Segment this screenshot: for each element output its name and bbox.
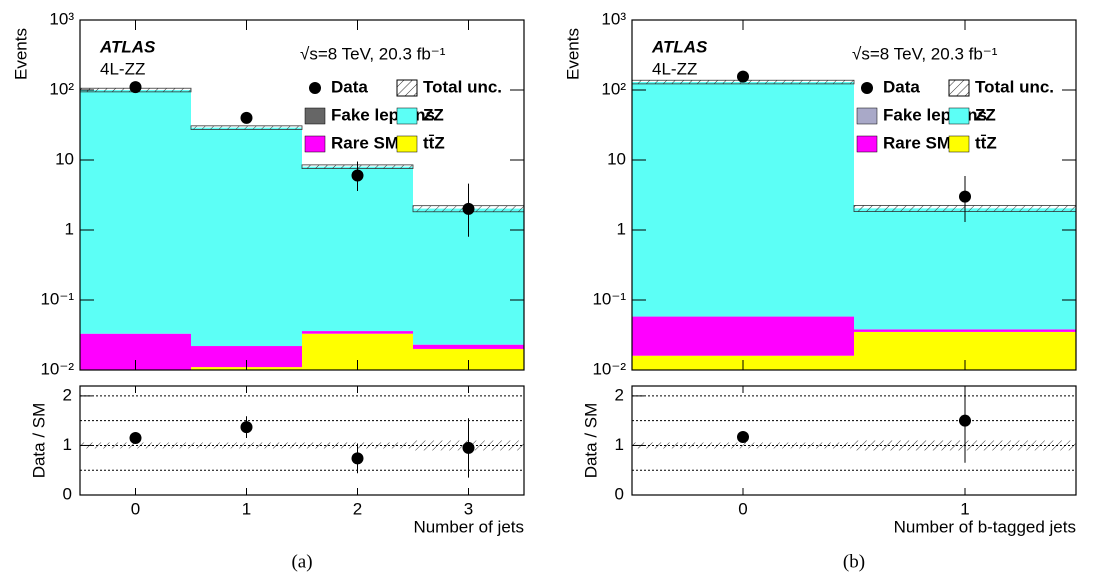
ratio-point xyxy=(129,432,142,445)
x-tick-label: 0 xyxy=(738,499,747,518)
legend-swatch xyxy=(856,107,878,125)
energy-label: √s=8 TeV, 20.3 fb⁻¹ xyxy=(300,44,446,63)
legend-swatch xyxy=(396,79,418,97)
ratio-point xyxy=(240,421,253,434)
ratio-uncertainty-band xyxy=(191,442,302,449)
y-tick-label: 10 xyxy=(607,149,626,168)
x-tick-label: 1 xyxy=(960,499,969,518)
stack-bar xyxy=(632,316,854,356)
experiment-label: ATLAS xyxy=(651,37,708,56)
data-point xyxy=(737,70,749,83)
legend-marker xyxy=(309,82,321,94)
stack-bar xyxy=(191,127,302,347)
ratio-y-tick-label: 2 xyxy=(615,385,624,404)
legend-swatch xyxy=(948,79,970,97)
y-axis-label: Events xyxy=(563,28,582,80)
stack-bar xyxy=(413,344,524,349)
legend-label: tt̄Z xyxy=(975,133,997,152)
caption: (b) xyxy=(843,551,865,572)
x-tick-label: 3 xyxy=(464,499,473,518)
legend-swatch xyxy=(856,135,878,153)
data-point xyxy=(351,169,364,182)
legend-label: Data xyxy=(883,77,920,96)
y-tick-label: 10² xyxy=(49,79,74,98)
legend-swatch xyxy=(396,107,418,125)
data-point xyxy=(462,202,475,215)
ratio-y-axis-label: Data / SM xyxy=(29,403,48,479)
y-axis-label: Events xyxy=(11,28,30,80)
ratio-y-tick-label: 1 xyxy=(63,435,72,454)
ratio-uncertainty-band xyxy=(80,442,191,449)
legend-label: ZZ xyxy=(975,105,996,124)
ratio-uncertainty-band xyxy=(632,442,854,449)
y-tick-label: 1 xyxy=(617,219,626,238)
stack-bar xyxy=(413,348,524,370)
y-tick-label: 10² xyxy=(601,79,626,98)
y-tick-label: 10³ xyxy=(601,9,626,28)
stack-bar xyxy=(80,89,191,334)
ratio-point xyxy=(959,414,971,427)
energy-label: √s=8 TeV, 20.3 fb⁻¹ xyxy=(852,44,998,63)
legend-label: Total unc. xyxy=(975,77,1054,96)
legend-label: Rare SM xyxy=(331,133,399,152)
ratio-y-tick-label: 0 xyxy=(615,484,624,503)
y-tick-label: 10⁻² xyxy=(592,359,626,378)
stack-bar xyxy=(302,166,413,332)
x-tick-label: 1 xyxy=(242,499,251,518)
legend-label: Fake leptons xyxy=(883,105,987,124)
ratio-y-axis-label: Data / SM xyxy=(581,403,600,479)
y-tick-label: 10⁻¹ xyxy=(40,289,74,308)
ratio-point xyxy=(737,431,749,444)
channel-label: 4L-ZZ xyxy=(652,59,697,78)
ratio-y-tick-label: 2 xyxy=(63,385,72,404)
plot-frame xyxy=(631,19,1077,371)
legend-label: Data xyxy=(331,77,368,96)
ratio-frame xyxy=(79,385,525,496)
legend-label: Rare SM xyxy=(883,133,951,152)
legend-swatch xyxy=(396,135,418,153)
stack-bar xyxy=(632,82,854,317)
x-tick-label: 2 xyxy=(353,499,362,518)
caption: (a) xyxy=(291,551,312,572)
legend-marker xyxy=(861,82,873,94)
channel-label: 4L-ZZ xyxy=(100,59,145,78)
legend-label: ZZ xyxy=(423,105,444,124)
legend-swatch xyxy=(948,107,970,125)
legend-label: Total unc. xyxy=(423,77,502,96)
legend-label: tt̄Z xyxy=(423,133,445,152)
stack-bar xyxy=(854,208,1076,330)
uncertainty-band xyxy=(190,125,303,130)
x-tick-label: 0 xyxy=(131,499,140,518)
ratio-point xyxy=(462,441,475,454)
legend-label: Fake leptons xyxy=(331,105,435,124)
data-point xyxy=(959,190,971,203)
stack-bar xyxy=(191,346,302,368)
y-tick-label: 10³ xyxy=(49,9,74,28)
y-tick-label: 1 xyxy=(65,219,74,238)
plot-frame xyxy=(79,19,525,371)
experiment-label: ATLAS xyxy=(99,37,156,56)
ratio-frame xyxy=(631,385,1077,496)
y-tick-label: 10 xyxy=(55,149,74,168)
stack-bar xyxy=(854,329,1076,332)
ratio-point xyxy=(351,452,364,465)
data-point xyxy=(129,81,142,94)
legend-swatch xyxy=(304,107,326,125)
data-point xyxy=(240,111,253,124)
legend-swatch xyxy=(304,135,326,153)
ratio-y-tick-label: 1 xyxy=(615,435,624,454)
y-tick-label: 10⁻² xyxy=(40,359,74,378)
x-axis-label: Number of jets xyxy=(413,517,524,536)
x-axis-label: Number of b-tagged jets xyxy=(894,517,1076,536)
stack-bar xyxy=(302,331,413,334)
legend-swatch xyxy=(948,135,970,153)
ratio-y-tick-label: 0 xyxy=(63,484,72,503)
y-tick-label: 10⁻¹ xyxy=(592,289,626,308)
